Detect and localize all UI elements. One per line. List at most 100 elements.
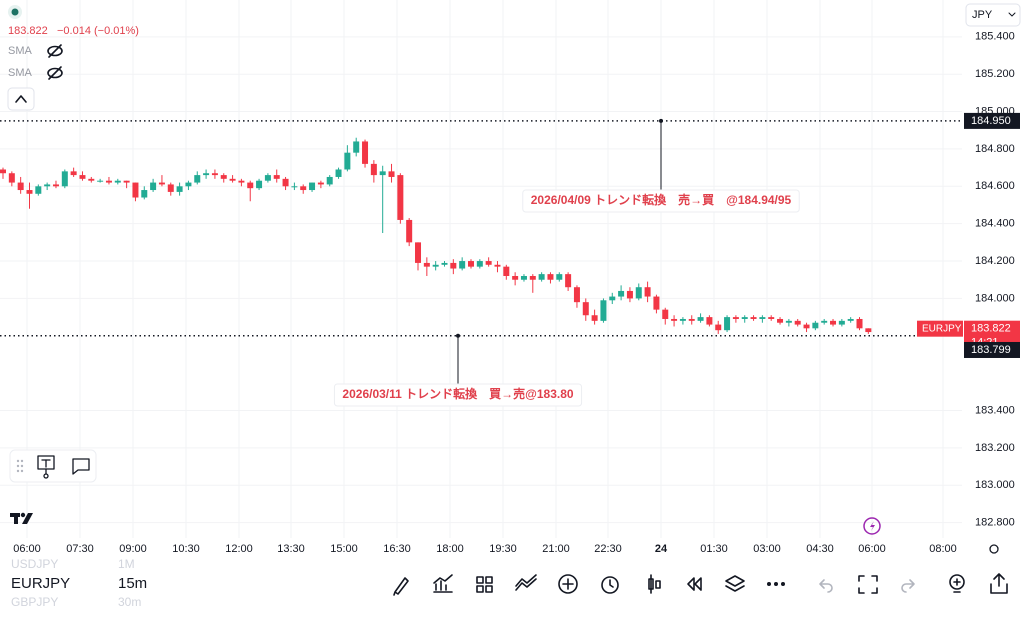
draw-tool[interactable] (393, 577, 409, 596)
candle-body (176, 186, 183, 192)
x-tick-label: 15:00 (330, 543, 358, 555)
x-tick-label: 19:30 (489, 543, 517, 555)
candle-body (618, 290, 625, 297)
candle-body (344, 152, 351, 170)
candle-body (273, 175, 280, 179)
candle-body (123, 180, 130, 183)
candle-body (520, 276, 527, 280)
candle-body (547, 274, 554, 280)
candle-body (865, 328, 872, 333)
candle-body (61, 171, 68, 187)
candle-body (785, 320, 792, 323)
candle-body (362, 141, 369, 164)
candle-body (803, 324, 810, 329)
comment-tool[interactable] (72, 458, 90, 475)
candle-body (582, 302, 589, 316)
candles (0, 137, 872, 334)
y-tick-label: 183.200 (975, 442, 1015, 454)
candle-body (379, 171, 386, 176)
legend-price: 183.822 (8, 25, 48, 37)
y-tick-label: 184.200 (975, 255, 1015, 267)
watchlist-symbol[interactable]: GBPJPY (11, 595, 58, 609)
symbol[interactable]: EURJPY (11, 575, 70, 592)
compare-tool[interactable] (515, 574, 537, 591)
candle-body (238, 180, 245, 183)
candle-body (724, 317, 731, 331)
candle-body (485, 261, 492, 265)
candle-body (856, 318, 863, 329)
share-tool[interactable] (990, 573, 1008, 594)
candle-body (35, 186, 42, 194)
events-icon[interactable] (863, 517, 881, 535)
candle-body (732, 317, 739, 319)
drag-handle[interactable] (16, 459, 24, 473)
alert-tool[interactable] (601, 576, 619, 594)
candle-body (459, 261, 466, 269)
candle-body (229, 178, 236, 181)
candle-body (565, 274, 572, 288)
candle-body (97, 180, 104, 182)
candle-body (600, 300, 607, 321)
x-tick-label: 07:30 (66, 543, 94, 555)
collapse-icon (15, 95, 27, 103)
candle-body (503, 266, 510, 276)
add-tool[interactable] (558, 574, 578, 594)
candle-body (697, 317, 704, 321)
candle-body (132, 182, 139, 198)
symbol-icon-dot (11, 8, 19, 16)
indicator-label[interactable]: SMA (8, 67, 33, 79)
candle-body (450, 262, 457, 269)
hide-icon[interactable] (47, 44, 63, 58)
candle-body (847, 318, 854, 321)
x-tick-label: 06:00 (13, 543, 41, 555)
y-tick-label: 182.800 (975, 517, 1015, 529)
candle-body (777, 318, 784, 323)
candle-body (291, 186, 298, 188)
candle-body (114, 180, 121, 183)
currency-label: JPY (972, 9, 993, 21)
watchlist-symbol[interactable]: USDJPY (11, 557, 58, 571)
candle-body (158, 182, 165, 185)
replay-tool[interactable] (687, 577, 702, 591)
candle-body (326, 176, 333, 185)
fullscreen-tool[interactable] (858, 575, 878, 594)
x-tick-label: 18:00 (436, 543, 464, 555)
annotation-box (522, 189, 800, 213)
candle-body (52, 184, 59, 187)
currency-button[interactable] (965, 3, 1021, 27)
ideas-tool[interactable] (949, 574, 965, 593)
candle-body (0, 169, 6, 174)
events-icon-bolt (870, 521, 875, 531)
candle-body (370, 163, 377, 176)
candle-body (141, 190, 148, 198)
candle-body (309, 182, 316, 191)
settings-icon[interactable] (989, 544, 999, 554)
candle-body (185, 182, 192, 187)
interval[interactable]: 15m (118, 575, 147, 592)
redo-tool[interactable] (901, 579, 915, 593)
layers-tool[interactable] (725, 575, 745, 592)
logo (10, 512, 33, 524)
undo-tool[interactable] (819, 579, 833, 593)
hide-icon[interactable] (47, 66, 63, 80)
candle-body (8, 173, 15, 183)
candle-body (88, 178, 95, 181)
candle-body (653, 296, 660, 310)
candle-body (317, 182, 324, 185)
candle-body (838, 320, 845, 325)
y-tick-label: 184.000 (975, 292, 1015, 304)
candle-body (220, 175, 227, 179)
more-tool[interactable] (767, 582, 785, 586)
chart-type-tool[interactable] (648, 574, 661, 594)
candle-body (300, 186, 307, 191)
text-tool[interactable] (37, 455, 55, 479)
templates-tool[interactable] (476, 576, 493, 593)
collapse-button[interactable] (7, 87, 35, 111)
candle-body (17, 182, 24, 191)
indicator-label[interactable]: SMA (8, 45, 33, 57)
candle-body (70, 171, 77, 176)
candle-body (432, 264, 439, 267)
indicators-tool[interactable] (433, 574, 453, 593)
candle-body (741, 317, 748, 319)
candle-body (671, 318, 678, 321)
